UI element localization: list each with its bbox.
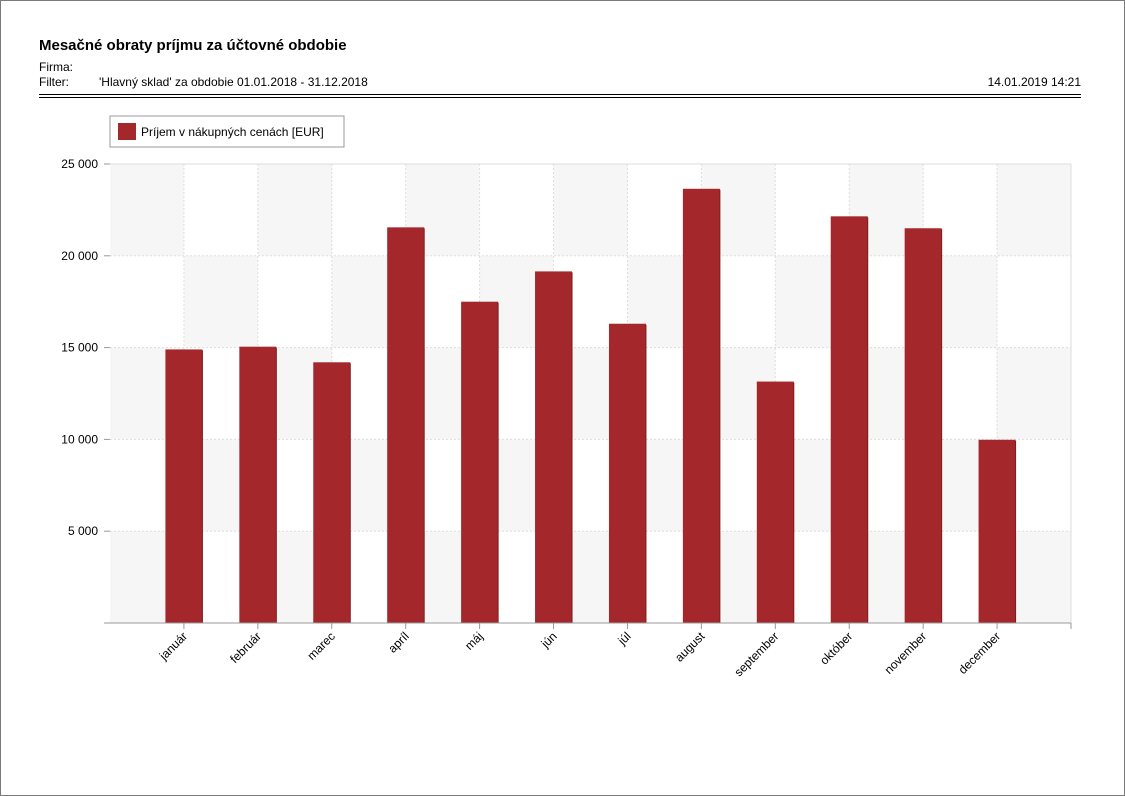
bar-máj <box>461 301 499 623</box>
bar-január <box>165 349 203 623</box>
axes <box>104 163 1072 629</box>
bar-október <box>830 216 868 624</box>
bar-november <box>904 228 942 623</box>
x-tick-label: február <box>227 629 264 666</box>
legend-swatch <box>118 123 136 140</box>
bars <box>165 188 1017 624</box>
x-tick-label: december <box>956 629 1004 677</box>
header-rule-top <box>39 94 1081 95</box>
report-title: Mesačné obraty príjmu za účtovné obdobie <box>39 37 347 54</box>
legend-label: Príjem v nákupných cenách [EUR] <box>141 125 324 139</box>
bar-jún <box>535 271 573 623</box>
bar-september <box>756 381 794 623</box>
bar-december <box>978 439 1016 623</box>
bar-júl <box>608 323 646 623</box>
y-tick-label: 5 000 <box>68 524 98 538</box>
x-tick-label: január <box>156 629 190 663</box>
printed-timestamp: 14.01.2019 14:21 <box>987 75 1081 89</box>
x-tick-label: júl <box>614 629 633 648</box>
bar-marec <box>313 362 351 623</box>
firma-label: Firma: <box>39 60 73 74</box>
x-tick-labels: január február marec apríl máj jún júl august se… <box>156 629 1003 679</box>
x-tick-label: jún <box>538 629 560 651</box>
header-rule-bottom <box>39 97 1081 98</box>
x-tick-label: apríl <box>385 629 411 655</box>
y-tick-label: 15 000 <box>61 341 98 355</box>
x-tick-label: november <box>882 629 930 677</box>
x-tick-label: september <box>731 629 781 679</box>
x-tick-label: máj <box>462 629 486 653</box>
legend: Príjem v nákupných cenách [EUR] <box>109 115 345 148</box>
y-tick-label: 25 000 <box>61 157 98 171</box>
grid-band <box>183 255 258 348</box>
x-tick-label: marec <box>304 629 337 662</box>
bar-február <box>239 346 277 623</box>
grid-band <box>257 164 332 256</box>
grid-band <box>997 347 1071 440</box>
filter-value: 'Hlavný sklad' za obdobie 01.01.2018 - 3… <box>99 75 368 89</box>
grid-band <box>553 164 628 256</box>
grid-band <box>997 164 1071 256</box>
bar-apríl <box>387 227 425 624</box>
y-tick-labels: 5 000 10 000 15 000 20 000 25 000 <box>61 157 98 538</box>
y-tick-label: 20 000 <box>61 249 98 263</box>
x-tick-label: august <box>672 629 708 665</box>
filter-label: Filter: <box>39 75 69 89</box>
x-tick-label: október <box>817 629 855 667</box>
y-tick-label: 10 000 <box>61 432 98 446</box>
grid-band <box>110 164 184 256</box>
legend-box <box>109 115 345 148</box>
bar-august <box>682 188 720 623</box>
